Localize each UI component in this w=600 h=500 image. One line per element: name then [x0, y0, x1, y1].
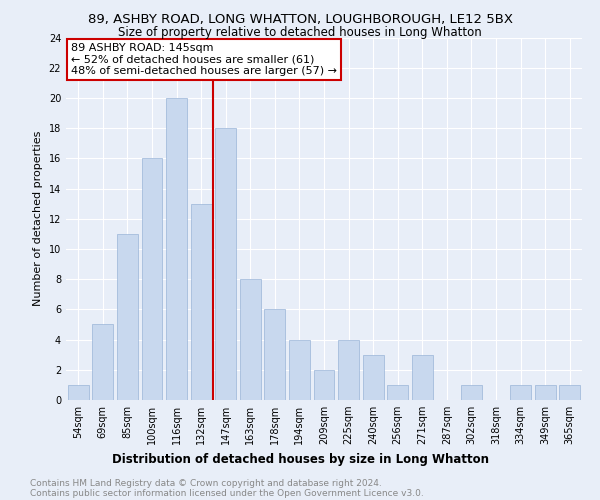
Text: Contains HM Land Registry data © Crown copyright and database right 2024.: Contains HM Land Registry data © Crown c… [30, 479, 382, 488]
Bar [92, 324, 113, 400]
Bar [215, 128, 236, 400]
Bar [338, 340, 359, 400]
Text: 89 ASHBY ROAD: 145sqm
← 52% of detached houses are smaller (61)
48% of semi-deta: 89 ASHBY ROAD: 145sqm ← 52% of detached … [71, 43, 337, 76]
Bar [510, 385, 531, 400]
Bar [289, 340, 310, 400]
Bar [387, 385, 408, 400]
Bar [191, 204, 212, 400]
Bar [362, 354, 383, 400]
Bar [68, 385, 89, 400]
Bar [240, 279, 261, 400]
Bar [142, 158, 163, 400]
Bar [461, 385, 482, 400]
Bar [314, 370, 334, 400]
Y-axis label: Number of detached properties: Number of detached properties [33, 131, 43, 306]
Text: 89, ASHBY ROAD, LONG WHATTON, LOUGHBOROUGH, LE12 5BX: 89, ASHBY ROAD, LONG WHATTON, LOUGHBOROU… [88, 12, 512, 26]
Text: Contains public sector information licensed under the Open Government Licence v3: Contains public sector information licen… [30, 489, 424, 498]
Bar [559, 385, 580, 400]
Text: Distribution of detached houses by size in Long Whatton: Distribution of detached houses by size … [112, 452, 488, 466]
Text: Size of property relative to detached houses in Long Whatton: Size of property relative to detached ho… [118, 26, 482, 39]
Bar [412, 354, 433, 400]
Bar [265, 310, 286, 400]
Bar [117, 234, 138, 400]
Bar [535, 385, 556, 400]
Bar [166, 98, 187, 400]
